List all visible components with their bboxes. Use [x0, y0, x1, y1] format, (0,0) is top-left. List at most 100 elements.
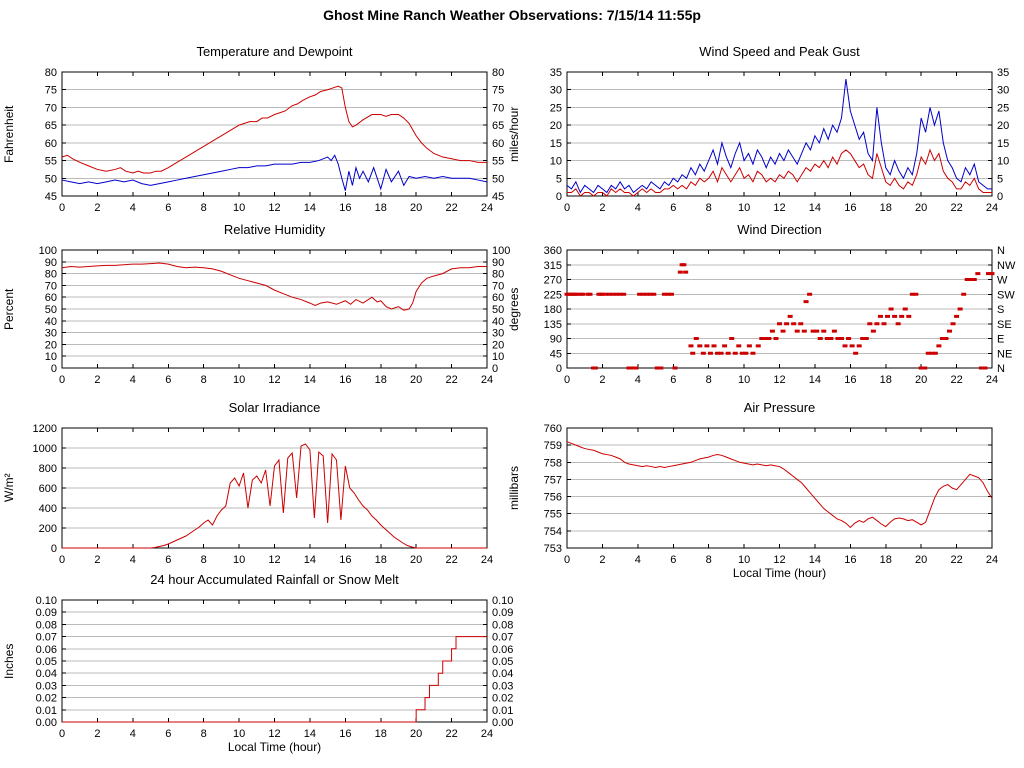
svg-text:30: 30 [492, 328, 504, 340]
svg-text:0.00: 0.00 [36, 717, 57, 729]
svg-text:20: 20 [492, 339, 504, 351]
svg-text:0: 0 [556, 191, 562, 203]
svg-text:90: 90 [492, 257, 504, 269]
svg-text:0.09: 0.09 [492, 607, 513, 619]
svg-text:20: 20 [550, 120, 562, 132]
svg-text:1200: 1200 [33, 423, 57, 435]
svg-text:2: 2 [94, 202, 100, 214]
svg-text:12: 12 [773, 202, 785, 214]
svg-text:18: 18 [375, 554, 387, 566]
y-axis-label-percent: Percent [2, 288, 16, 330]
svg-text:14: 14 [809, 554, 821, 566]
y-axis-label-inches: Inches [2, 643, 16, 679]
svg-text:W: W [997, 275, 1008, 287]
svg-text:10: 10 [738, 374, 750, 386]
svg-text:4: 4 [130, 202, 136, 214]
svg-text:24: 24 [481, 374, 493, 386]
svg-text:4: 4 [635, 202, 641, 214]
svg-text:22: 22 [445, 728, 457, 740]
svg-text:24: 24 [986, 202, 998, 214]
svg-text:16: 16 [844, 374, 856, 386]
svg-text:756: 756 [544, 492, 562, 504]
svg-text:180: 180 [544, 304, 562, 316]
svg-text:0: 0 [51, 363, 57, 375]
svg-text:15: 15 [550, 138, 562, 150]
chart-title-relative-humidity: Relative Humidity [223, 222, 326, 237]
svg-text:25: 25 [997, 102, 1009, 114]
svg-text:10: 10 [492, 351, 504, 363]
svg-text:600: 600 [39, 483, 57, 495]
svg-text:24: 24 [986, 374, 998, 386]
x-axis-label-rainfall: Local Time (hour) [227, 740, 322, 754]
svg-text:20: 20 [915, 202, 927, 214]
svg-text:16: 16 [339, 202, 351, 214]
svg-text:55: 55 [492, 156, 504, 168]
chart-title-solar-irradiance: Solar Irradiance [228, 400, 321, 415]
svg-text:0: 0 [564, 554, 570, 566]
svg-text:14: 14 [809, 374, 821, 386]
svg-text:40: 40 [492, 316, 504, 328]
svg-text:10: 10 [738, 202, 750, 214]
svg-text:50: 50 [492, 304, 504, 316]
svg-text:0.01: 0.01 [492, 705, 513, 717]
svg-text:70: 70 [45, 102, 57, 114]
svg-text:10: 10 [45, 351, 57, 363]
svg-text:14: 14 [304, 554, 316, 566]
svg-text:2: 2 [94, 728, 100, 740]
svg-text:100: 100 [492, 245, 510, 257]
svg-text:75: 75 [492, 85, 504, 97]
svg-text:20: 20 [410, 728, 422, 740]
svg-text:22: 22 [445, 374, 457, 386]
svg-text:65: 65 [45, 120, 57, 132]
svg-text:757: 757 [544, 474, 562, 486]
svg-text:16: 16 [339, 374, 351, 386]
svg-text:NE: NE [997, 348, 1012, 360]
svg-text:12: 12 [268, 728, 280, 740]
svg-text:0.10: 0.10 [36, 595, 57, 607]
svg-text:0.05: 0.05 [492, 656, 513, 668]
svg-text:20: 20 [410, 554, 422, 566]
svg-text:2: 2 [599, 374, 605, 386]
svg-text:80: 80 [45, 67, 57, 79]
svg-text:50: 50 [45, 173, 57, 185]
svg-text:24: 24 [986, 554, 998, 566]
svg-text:20: 20 [915, 554, 927, 566]
svg-text:18: 18 [375, 202, 387, 214]
svg-text:18: 18 [880, 374, 892, 386]
svg-text:18: 18 [880, 202, 892, 214]
svg-text:70: 70 [492, 102, 504, 114]
svg-text:12: 12 [268, 202, 280, 214]
svg-text:NW: NW [997, 260, 1016, 272]
svg-text:22: 22 [950, 554, 962, 566]
svg-text:0.01: 0.01 [36, 705, 57, 717]
svg-text:14: 14 [809, 202, 821, 214]
svg-text:10: 10 [550, 156, 562, 168]
svg-text:4: 4 [130, 374, 136, 386]
svg-text:0: 0 [51, 543, 57, 555]
svg-text:0.08: 0.08 [492, 619, 513, 631]
svg-text:30: 30 [997, 85, 1009, 97]
svg-text:N: N [997, 245, 1005, 257]
svg-text:0.10: 0.10 [492, 595, 513, 607]
svg-text:0: 0 [59, 202, 65, 214]
svg-text:0.06: 0.06 [36, 644, 57, 656]
svg-text:16: 16 [339, 728, 351, 740]
svg-text:755: 755 [544, 509, 562, 521]
svg-text:6: 6 [670, 554, 676, 566]
svg-text:30: 30 [550, 85, 562, 97]
svg-text:SE: SE [997, 319, 1012, 331]
svg-text:60: 60 [45, 292, 57, 304]
y-axis-label-degrees: degrees [507, 287, 521, 331]
svg-text:0: 0 [564, 374, 570, 386]
svg-text:18: 18 [375, 374, 387, 386]
svg-text:0.06: 0.06 [492, 644, 513, 656]
svg-text:0: 0 [997, 191, 1003, 203]
svg-text:5: 5 [997, 173, 1003, 185]
svg-text:14: 14 [304, 202, 316, 214]
svg-text:12: 12 [773, 374, 785, 386]
svg-text:0: 0 [59, 374, 65, 386]
svg-text:8: 8 [706, 374, 712, 386]
svg-text:70: 70 [45, 280, 57, 292]
